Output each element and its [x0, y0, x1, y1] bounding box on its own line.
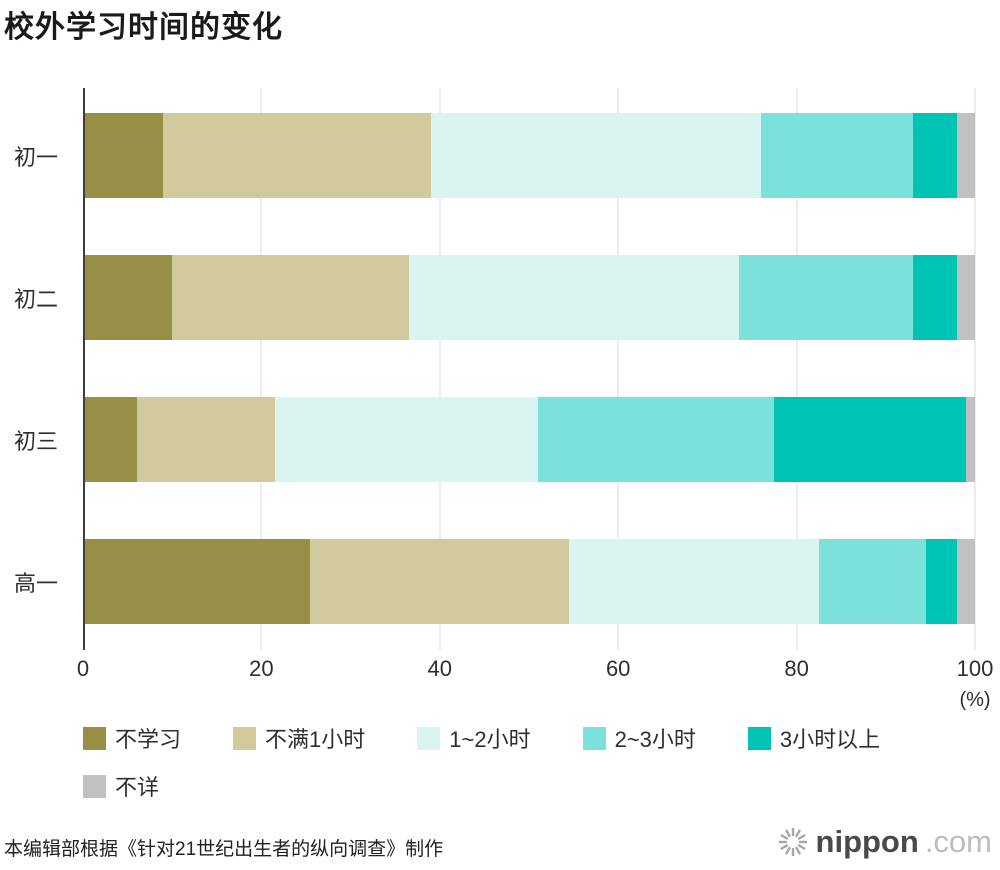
x-tick-label: 80 [784, 656, 809, 681]
y-axis-label: 初三 [14, 428, 59, 454]
x-axis-ticks: (%) 0 20 40 60 80 100 [77, 656, 993, 716]
bar-segment-4 [760, 113, 913, 198]
logo-tld-text: .com [924, 824, 992, 859]
legend-label: 不满1小时 [265, 727, 366, 752]
x-tick-label: 100 [956, 656, 994, 681]
legend-swatch [417, 726, 441, 750]
x-tick-label: 40 [427, 656, 453, 681]
bar-segment-2 [163, 113, 431, 198]
x-axis-unit: (%) [959, 689, 991, 711]
legend: 不学习 不满1小时 1~2小时 2~3小时 3小时以上不详 [83, 722, 975, 802]
gridline [617, 88, 619, 650]
bar-segment-3 [408, 255, 739, 340]
legend-label: 1~2小时 [449, 727, 531, 752]
bar-segment-2 [136, 397, 275, 482]
legend-label: 3小时以上 [779, 727, 881, 752]
bar-segment-5 [925, 539, 958, 624]
y-axis-line [83, 88, 85, 650]
bar-segment-2 [310, 539, 570, 624]
gridline [260, 88, 262, 650]
y-axis-label: 初一 [14, 144, 59, 170]
plot-area [83, 88, 976, 650]
y-axis-label: 高一 [14, 570, 59, 596]
legend-label: 2~3小时 [614, 727, 696, 752]
legend-label: 不学习 [115, 727, 182, 752]
bar-segment-1 [83, 255, 173, 340]
bar-row-2 [83, 255, 975, 340]
nippon-logo-icon [778, 828, 807, 856]
legend-swatch [747, 726, 771, 750]
bar-segment-3 [430, 113, 761, 198]
bar-segment-3 [274, 397, 538, 482]
bar-segment-5 [774, 397, 967, 482]
bar-segment-5 [912, 113, 958, 198]
bar-row-1 [83, 113, 975, 198]
gridline [796, 88, 798, 650]
bar-segment-4 [818, 539, 926, 624]
bar-segment-6 [957, 113, 975, 198]
gridline [439, 88, 441, 650]
bar-row-4 [83, 539, 975, 624]
bar-segment-1 [83, 539, 311, 624]
legend-item: 不学习 [83, 722, 181, 754]
x-tick-label: 0 [76, 656, 90, 681]
legend-item: 不满1小时 [233, 722, 365, 754]
y-axis-label: 初二 [14, 286, 59, 312]
x-tick-label: 20 [249, 656, 274, 681]
legend-swatch [233, 726, 257, 750]
chart-title: 校外学习时间的变化 [4, 11, 283, 44]
legend-swatch [582, 726, 606, 750]
bar-segment-5 [912, 255, 958, 340]
bar-segment-6 [966, 397, 975, 482]
bar-segment-4 [537, 397, 775, 482]
legend-swatch [83, 774, 106, 798]
bar-segment-1 [83, 397, 137, 482]
legend-item: 3小时以上 [747, 722, 881, 754]
x-tick-label: 60 [605, 656, 631, 681]
bar-segment-6 [957, 255, 975, 340]
bar-segment-6 [957, 539, 975, 624]
bar-segment-4 [738, 255, 913, 340]
bar-row-3 [83, 397, 975, 482]
bar-segment-3 [569, 539, 819, 624]
legend-item: 1~2小时 [417, 722, 531, 754]
nippon-logo: nippon .com [776, 824, 992, 860]
source-note: 本编辑部根据《针对21世纪出生者的纵向调查》制作 [4, 839, 444, 860]
bar-segment-1 [83, 113, 164, 198]
legend-swatch [83, 726, 106, 750]
legend-item: 不详 [83, 770, 159, 802]
logo-text: nippon [815, 824, 919, 859]
legend-label: 不详 [115, 775, 160, 800]
legend-item: 2~3小时 [582, 722, 696, 754]
bar-segment-2 [172, 255, 409, 340]
gridline [974, 88, 976, 650]
